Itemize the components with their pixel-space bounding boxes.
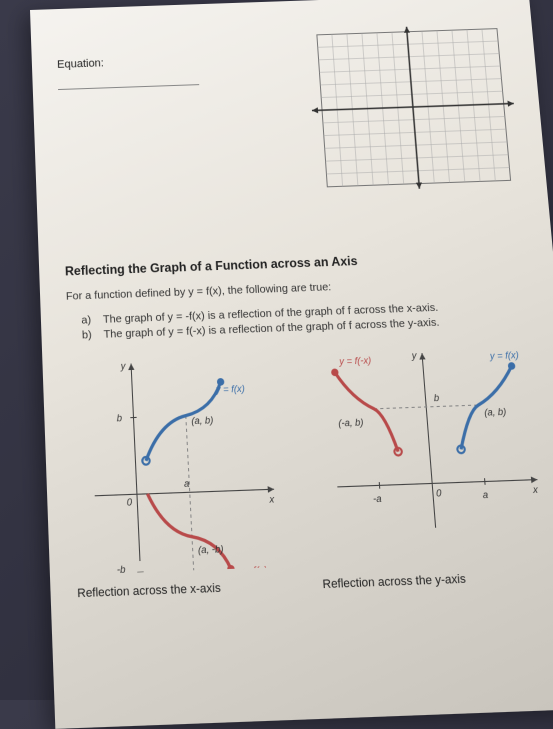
y-axis-label: y [119, 360, 126, 371]
neg-b-label: -b [117, 563, 126, 574]
rule-a-prefix: a) [81, 313, 91, 326]
x-axis-label: x [268, 493, 275, 504]
pt-bot: (a, -b) [198, 543, 224, 555]
grid-svg [307, 23, 522, 192]
grid-lines [307, 23, 522, 192]
caption-right: Reflection across the y-axis [322, 569, 553, 591]
origin-label-r: 0 [436, 487, 442, 498]
blank-coordinate-grid [307, 23, 522, 192]
pt-left: (-a, b) [338, 417, 364, 429]
a-label: a [184, 478, 190, 489]
equation-blank-line [58, 84, 199, 90]
worksheet-page: Equation: [30, 0, 553, 729]
rule-b-prefix: b) [82, 328, 92, 341]
equation-label: Equation: [57, 51, 279, 71]
eq-top: y = f(x) [214, 383, 245, 395]
y-axis-label-r: y [410, 350, 417, 361]
eq-right: y = f(x) [488, 349, 519, 361]
figure-right-svg: y x 0 b a -a y = f(x) (a, b) y = f(-x) (… [307, 338, 553, 565]
origin-label: 0 [126, 496, 132, 507]
pt-top: (a, b) [191, 414, 214, 426]
figure-xaxis-reflection: y x 0 b -b a y = f(x) (a, b) y = -f(x) (… [68, 347, 302, 600]
x-axis-label-r: x [531, 484, 538, 495]
section-title: Reflecting the Graph of a Function acros… [65, 247, 528, 278]
b-label: b [116, 412, 122, 423]
equation-block: Equation: [56, 31, 280, 90]
b-label-r: b [433, 392, 439, 403]
top-section: Equation: [56, 23, 521, 201]
a-pos-label: a [482, 489, 488, 500]
figure-yaxis-reflection: y x 0 b a -a y = f(x) (a, b) y = f(-x) (… [307, 338, 553, 591]
figures-row: y x 0 b -b a y = f(x) (a, b) y = -f(x) (… [68, 338, 553, 600]
a-neg-label: -a [373, 493, 382, 504]
pt-right: (a, b) [484, 406, 507, 418]
eq-bot: y = -f(x) [233, 564, 267, 574]
figure-left-svg: y x 0 b -b a y = f(x) (a, b) y = -f(x) (… [68, 347, 300, 574]
caption-left: Reflection across the x-axis [77, 578, 302, 600]
rules-list: a) The graph of y = -f(x) is a reflectio… [81, 298, 534, 342]
eq-left: y = f(-x) [338, 355, 372, 367]
